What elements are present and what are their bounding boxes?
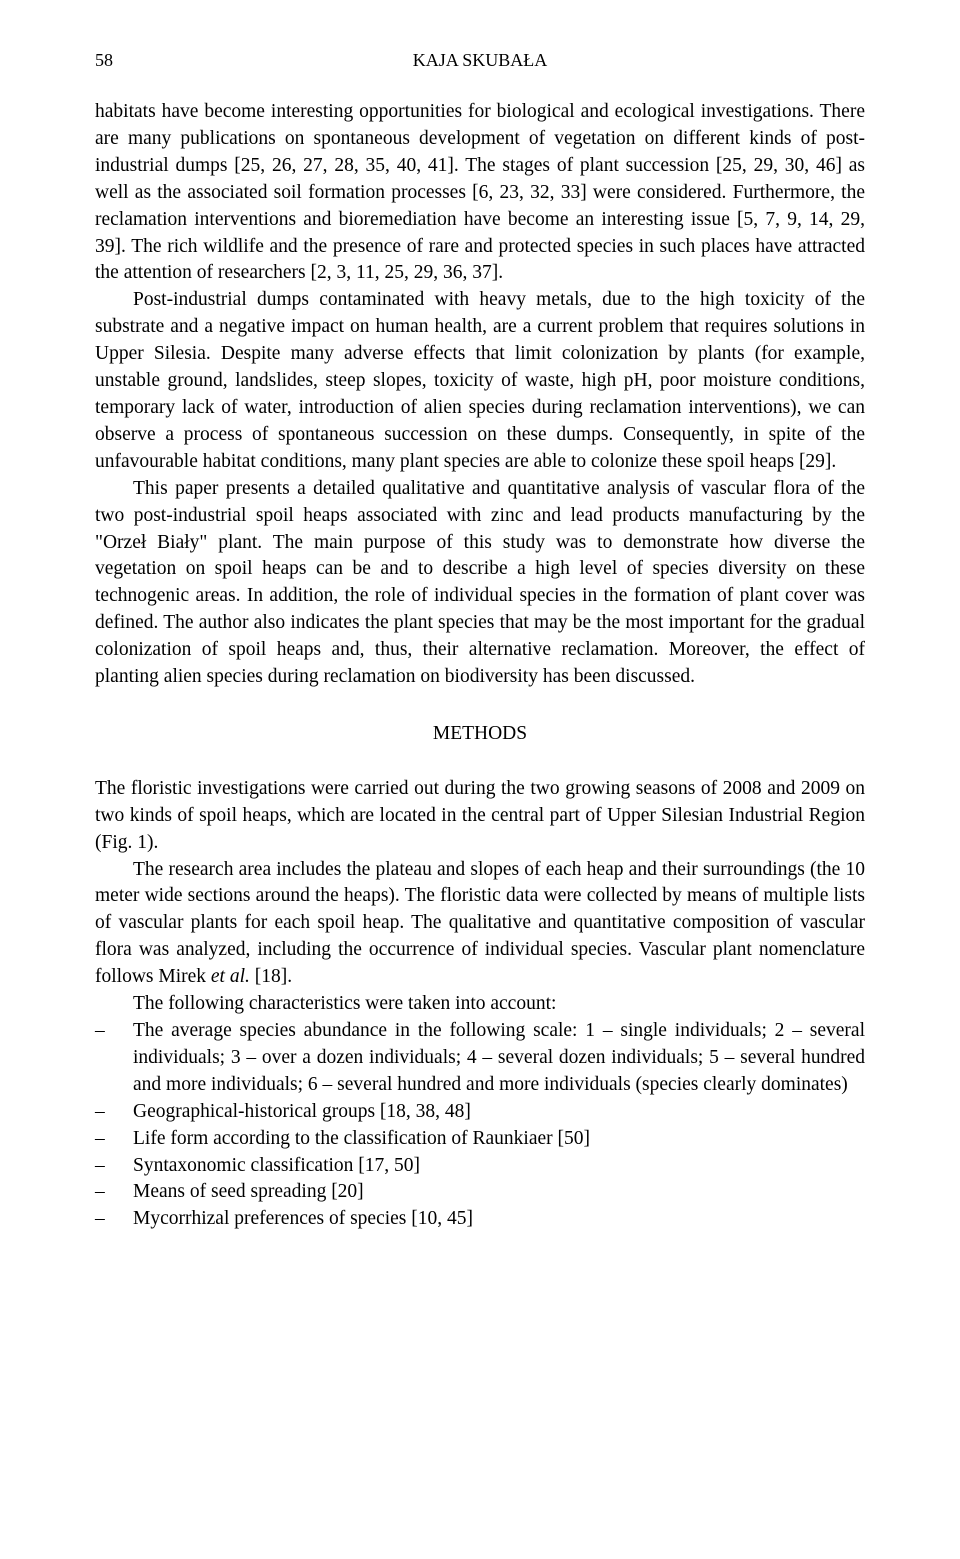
page-number: 58 <box>95 50 113 71</box>
list-item-1-text: The average species abundance in the fol… <box>133 1018 865 1099</box>
list-item-5-text: Means of seed spreading [20] <box>133 1179 865 1206</box>
list-item-4: – Syntaxonomic classification [17, 50] <box>95 1153 865 1180</box>
list-item-3-text: Life form according to the classificatio… <box>133 1126 865 1153</box>
paragraph-1: habitats have become interesting opportu… <box>95 99 865 287</box>
methods-p2-tail: [18]. <box>250 966 292 987</box>
list-item-2: – Geographical-historical groups [18, 38… <box>95 1099 865 1126</box>
list-item-4-text: Syntaxonomic classification [17, 50] <box>133 1153 865 1180</box>
methods-p2-italic: et al. <box>211 966 250 987</box>
list-dash: – <box>95 1179 133 1206</box>
page-header: 58 KAJA SKUBAŁA 58 <box>95 50 865 71</box>
list-item-2-text: Geographical-historical groups [18, 38, … <box>133 1099 865 1126</box>
list-dash: – <box>95 1018 133 1099</box>
list-item-1: – The average species abundance in the f… <box>95 1018 865 1099</box>
list-dash: – <box>95 1099 133 1126</box>
list-dash: – <box>95 1153 133 1180</box>
paragraph-3: This paper presents a detailed qualitati… <box>95 476 865 691</box>
list-item-6: – Mycorrhizal preferences of species [10… <box>95 1206 865 1233</box>
body-text: habitats have become interesting opportu… <box>95 99 865 1233</box>
paragraph-2: Post-industrial dumps contaminated with … <box>95 287 865 475</box>
list-item-6-text: Mycorrhizal preferences of species [10, … <box>133 1206 865 1233</box>
methods-paragraph-2: The research area includes the plateau a… <box>95 857 865 992</box>
running-head: KAJA SKUBAŁA <box>113 50 847 71</box>
list-dash: – <box>95 1126 133 1153</box>
list-item-5: – Means of seed spreading [20] <box>95 1179 865 1206</box>
list-dash: – <box>95 1206 133 1233</box>
section-heading-methods: METHODS <box>95 721 865 748</box>
page-container: 58 KAJA SKUBAŁA 58 habitats have become … <box>0 0 960 1293</box>
methods-paragraph-3: The following characteristics were taken… <box>95 991 865 1018</box>
list-item-3: – Life form according to the classificat… <box>95 1126 865 1153</box>
methods-paragraph-1: The floristic investigations were carrie… <box>95 776 865 857</box>
